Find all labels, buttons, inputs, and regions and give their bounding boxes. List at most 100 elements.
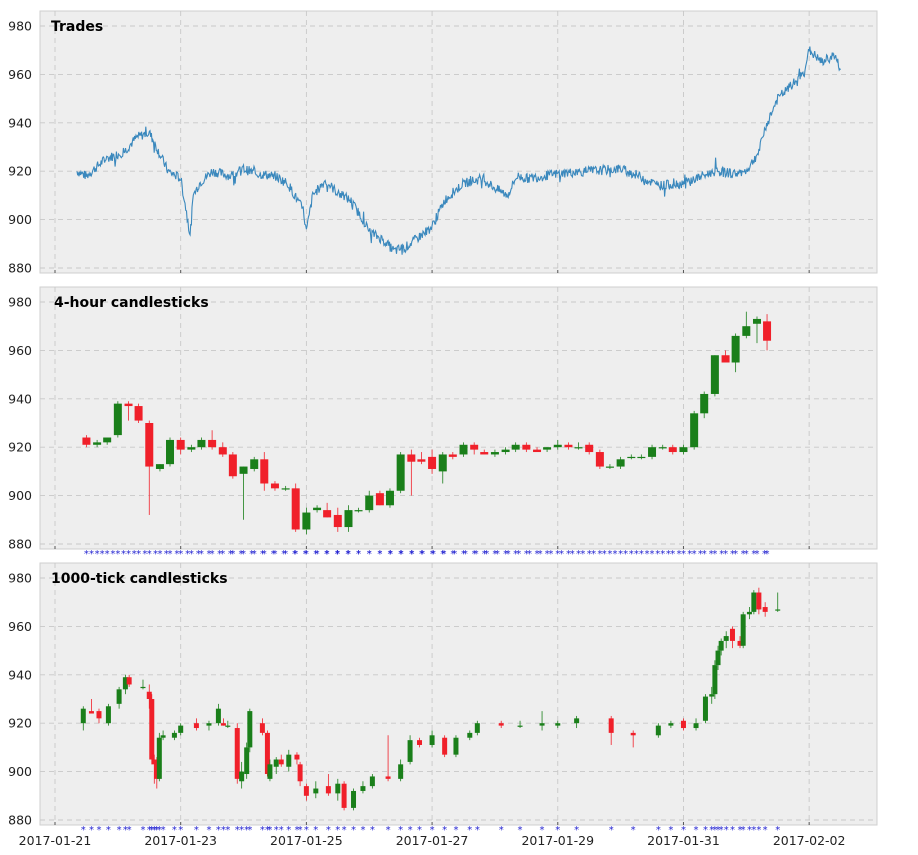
candle-up — [215, 708, 221, 724]
candle-marker: * — [712, 825, 717, 836]
candle-down — [630, 732, 636, 736]
candle-marker: * — [335, 549, 340, 560]
candle-up — [616, 459, 625, 467]
candle-up — [225, 725, 231, 727]
candle-up — [574, 447, 583, 449]
candle-marker: * — [178, 549, 183, 560]
candle-down — [448, 454, 457, 457]
candle-marker: * — [709, 825, 714, 836]
candle-up — [605, 466, 614, 468]
candle-up — [273, 759, 279, 767]
candle-marker: * — [631, 825, 636, 836]
tick-candlestick-panel: 880 900 920 940 960 980 1000-tick candlesticks… — [8, 562, 878, 836]
y-tick-label: 880 — [8, 813, 32, 828]
candle-up — [553, 444, 562, 448]
candle-marker: * — [591, 549, 596, 560]
candle-down — [88, 711, 94, 714]
candle-up — [385, 490, 394, 506]
candle-marker: * — [132, 549, 137, 560]
candle-down — [680, 720, 686, 729]
y-tick-label: 980 — [8, 295, 32, 310]
candle-down — [585, 444, 594, 453]
candle-down — [428, 456, 437, 469]
candle-marker: * — [409, 549, 414, 560]
candle-down — [721, 355, 730, 363]
candle-up — [702, 696, 708, 721]
candle-down — [264, 732, 270, 775]
candle-marker: * — [639, 549, 644, 560]
candle-down — [193, 723, 199, 729]
candle-marker: * — [279, 825, 284, 836]
candle-marker: * — [239, 825, 244, 836]
candle-marker: * — [702, 549, 707, 560]
candle-marker: * — [716, 825, 721, 836]
trade-price-line — [76, 46, 841, 255]
candle-marker: * — [367, 549, 372, 560]
candle-marker: * — [206, 825, 211, 836]
candle-marker: * — [419, 549, 424, 560]
x-tick-label: 2017-01-27 — [396, 833, 469, 848]
candle-marker: * — [744, 549, 749, 560]
candle-marker: * — [730, 549, 735, 560]
candle-marker: * — [576, 549, 581, 560]
candle-down — [297, 764, 303, 782]
candle-marker: * — [634, 549, 639, 560]
y-tick-label: 880 — [8, 537, 32, 552]
y-tick-label: 900 — [8, 488, 32, 503]
candle-marker: * — [712, 549, 717, 560]
candle-up — [539, 723, 545, 726]
candle-up — [627, 456, 636, 459]
panel-title: 4-hour candlesticks — [54, 295, 209, 311]
candle-marker: * — [484, 549, 489, 560]
candle-marker: * — [267, 825, 272, 836]
candle-up — [103, 437, 112, 443]
candle-up — [700, 393, 709, 414]
candle-marker: * — [724, 825, 729, 836]
candle-marker: * — [260, 825, 265, 836]
candle-marker: * — [559, 549, 564, 560]
candle-marker: * — [272, 549, 277, 560]
candle-marker: * — [751, 549, 756, 560]
candle-marker: * — [147, 825, 152, 836]
candle-marker: * — [225, 825, 230, 836]
candle-marker: * — [152, 825, 157, 836]
candle-marker: * — [499, 825, 504, 836]
candle-marker: * — [430, 549, 435, 560]
candle-marker: * — [763, 825, 768, 836]
candle-up — [467, 732, 473, 738]
candle-up — [655, 725, 661, 736]
candle-up — [80, 708, 86, 724]
candle-marker: * — [249, 549, 254, 560]
candle-up — [718, 640, 724, 651]
candle-marker: * — [345, 549, 350, 560]
candle-marker: * — [518, 825, 523, 836]
candle-marker: * — [96, 825, 101, 836]
y-tick-label: 960 — [8, 67, 32, 82]
candle-down — [260, 459, 269, 484]
candle-down — [595, 452, 604, 467]
candle-down — [134, 406, 143, 421]
candle-up — [156, 737, 162, 779]
candle-down — [82, 437, 91, 445]
candle-up — [715, 650, 721, 666]
candle-up — [398, 764, 404, 779]
candle-down — [608, 718, 614, 733]
candle-marker: * — [367, 549, 372, 560]
y-tick-label: 920 — [8, 716, 32, 731]
candle-marker: * — [220, 549, 225, 560]
candle-marker: * — [719, 549, 724, 560]
candle-up — [752, 318, 761, 324]
candle-marker: * — [260, 549, 265, 560]
candle-marker: * — [751, 825, 756, 836]
candle-marker: * — [442, 825, 447, 836]
plot-area — [39, 10, 878, 274]
candle-marker: * — [164, 549, 169, 560]
candle-marker: * — [666, 549, 671, 560]
candle-up — [751, 592, 757, 612]
panel-title: Trades — [51, 19, 103, 35]
candle-up — [197, 439, 206, 448]
x-tick-label: 2017-01-23 — [144, 833, 217, 848]
y-tick-label: 940 — [8, 667, 32, 682]
candle-marker: * — [741, 825, 746, 836]
candle-down — [303, 786, 309, 796]
